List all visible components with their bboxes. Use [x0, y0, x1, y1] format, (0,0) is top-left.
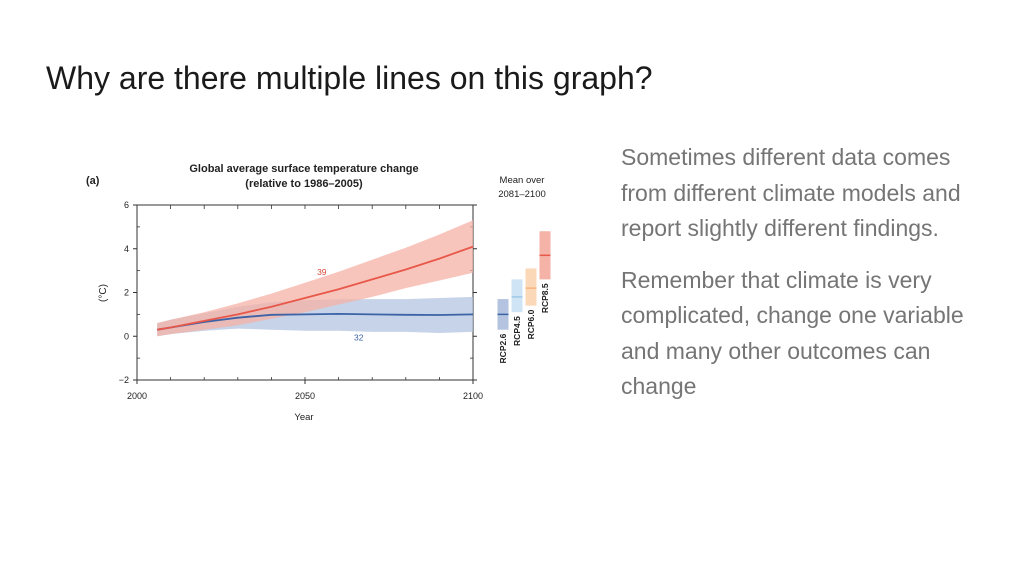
side-panel-label-2: 2081–2100 — [498, 189, 546, 200]
rcp60-scenario-label: RCP6.0 — [526, 309, 536, 339]
x-tick-label: 2050 — [295, 391, 315, 401]
y-axis-label: (°C) — [98, 284, 109, 302]
slide-title: Why are there multiple lines on this gra… — [46, 60, 653, 96]
body-text: Sometimes different data comes from diff… — [621, 140, 1001, 421]
plot-area: −2 0 2 4 6 2000 2050 2100 39 32 RCP2.6 RCP4.5 RCP6.0… — [119, 200, 551, 401]
rcp45-scenario-label: RCP4.5 — [512, 316, 522, 346]
chart-svg: (a) Global average surface temperature c… — [86, 163, 551, 423]
y-tick-label: 6 — [124, 200, 129, 210]
chart-title: Global average surface temperature chang… — [189, 163, 418, 175]
side-panel-label-1: Mean over — [500, 175, 545, 186]
paragraph-1: Sometimes different data comes from diff… — [621, 144, 961, 241]
temperature-chart: (a) Global average surface temperature c… — [80, 155, 560, 430]
panel-label: (a) — [86, 175, 100, 187]
rcp85-scenario-label: RCP8.5 — [540, 283, 550, 313]
rcp85-model-count: 39 — [317, 267, 327, 277]
x-tick-label: 2000 — [127, 391, 147, 401]
chart-subtitle: (relative to 1986–2005) — [245, 178, 363, 190]
paragraph-2: Remember that climate is very complicate… — [621, 266, 964, 400]
rcp85-uncertainty-band — [157, 220, 473, 337]
x-tick-label: 2100 — [463, 391, 483, 401]
rcp85-mean-line — [157, 245, 474, 331]
x-axis-label: Year — [294, 412, 313, 423]
rcp26-model-count: 32 — [354, 333, 364, 343]
rcp60-range-bar — [525, 268, 537, 306]
y-tick-label: 0 — [124, 331, 129, 341]
rcp45-range-bar — [511, 279, 523, 313]
y-tick-label: 2 — [124, 288, 129, 298]
y-tick-label: −2 — [119, 375, 129, 385]
rcp26-scenario-label: RCP2.6 — [498, 333, 508, 363]
y-tick-label: 4 — [124, 244, 129, 254]
rcp26-uncertainty-band — [157, 296, 473, 337]
